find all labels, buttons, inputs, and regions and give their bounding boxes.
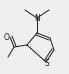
Text: N: N	[34, 13, 40, 22]
Text: S: S	[45, 59, 49, 69]
Text: O: O	[4, 32, 10, 42]
